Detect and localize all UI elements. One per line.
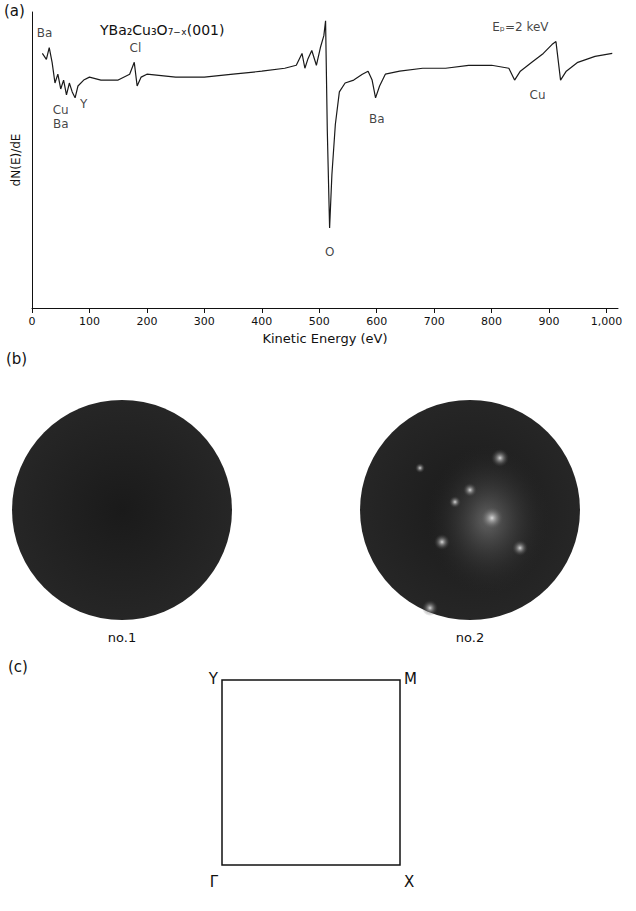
svg-text:300: 300 <box>194 315 215 328</box>
svg-text:700: 700 <box>424 315 445 328</box>
svg-text:M: M <box>404 670 417 688</box>
svg-text:200: 200 <box>136 315 157 328</box>
svg-text:500: 500 <box>309 315 330 328</box>
svg-text:no.1: no.1 <box>108 630 136 645</box>
svg-text:100: 100 <box>79 315 100 328</box>
svg-text:900: 900 <box>539 315 560 328</box>
svg-text:Y: Y <box>208 670 219 688</box>
svg-text:600: 600 <box>366 315 387 328</box>
svg-text:Ba: Ba <box>53 117 69 131</box>
svg-text:Γ: Γ <box>210 873 219 891</box>
svg-text:YBa₂Cu₃O₇₋ₓ(001): YBa₂Cu₃O₇₋ₓ(001) <box>99 22 225 38</box>
svg-text:0: 0 <box>29 315 36 328</box>
svg-text:(c): (c) <box>8 658 28 676</box>
svg-text:Cu: Cu <box>53 103 69 117</box>
svg-text:Cl: Cl <box>130 41 142 55</box>
svg-text:800: 800 <box>481 315 502 328</box>
svg-text:Ba: Ba <box>369 112 385 126</box>
svg-text:Kinetic Energy (eV): Kinetic Energy (eV) <box>262 331 387 346</box>
svg-text:(b): (b) <box>6 350 27 368</box>
svg-text:Cu: Cu <box>530 88 546 102</box>
svg-text:X: X <box>404 873 414 891</box>
svg-text:Y: Y <box>79 97 88 111</box>
svg-text:O: O <box>325 245 334 259</box>
svg-text:dN(E)/dE: dN(E)/dE <box>9 134 23 187</box>
svg-text:Ba: Ba <box>37 26 53 40</box>
html-text:(a): (a) <box>4 2 25 20</box>
svg-text:400: 400 <box>251 315 272 328</box>
svg-text:Eₚ=2 keV: Eₚ=2 keV <box>492 20 549 34</box>
svg-text:1,000: 1,000 <box>591 315 623 328</box>
svg-text:no.2: no.2 <box>456 630 484 645</box>
